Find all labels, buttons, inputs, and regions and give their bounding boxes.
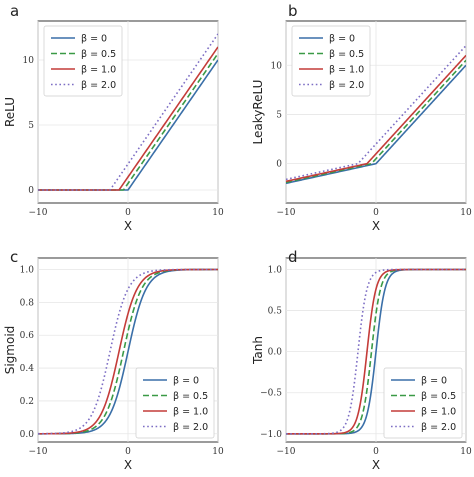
x-tick-label: 10 — [212, 447, 224, 457]
series-line — [286, 268, 466, 435]
x-tick-label: 0 — [373, 447, 379, 457]
y-axis-label: ReLU — [3, 97, 17, 127]
legend-label: β = 0 — [421, 376, 447, 387]
y-tick-label: 1.0 — [268, 266, 283, 276]
legend-label: β = 1.0 — [81, 65, 116, 76]
series-line — [286, 59, 466, 184]
y-tick-label: −1.0 — [260, 430, 282, 440]
legend-label: β = 0.5 — [173, 391, 208, 402]
y-tick-label: 0.0 — [20, 430, 35, 440]
panel-d: −10 0 10 −1.0 −0.5 0.0 0.5 1.0 X Tanh d β = 0 β = 0.… — [251, 248, 472, 472]
legend-label: β = 2.0 — [81, 80, 116, 91]
panel-letter: c — [10, 248, 18, 266]
y-tick-label: 1.0 — [20, 266, 35, 276]
legend-frame — [383, 367, 463, 439]
series-line — [286, 54, 466, 183]
x-tick-label: 0 — [125, 208, 131, 218]
legend: β = 0 β = 0.5 β = 1.0 β = 2.0 — [43, 25, 123, 97]
y-tick-label: 0.8 — [20, 298, 35, 308]
panel-letter: b — [288, 2, 298, 20]
legend-label: β = 2.0 — [329, 80, 364, 91]
x-tick-label: 0 — [125, 447, 131, 457]
y-tick-label: 0.5 — [268, 307, 283, 317]
x-axis-label: X — [124, 219, 132, 233]
legend-frame — [43, 25, 123, 97]
y-tick-label: 0.6 — [20, 331, 35, 341]
legend-label: β = 0 — [329, 34, 355, 45]
x-tick-label: −10 — [29, 208, 48, 218]
legend-frame — [291, 25, 371, 97]
legend-label: β = 1.0 — [329, 65, 364, 76]
y-axis-label: Tanh — [251, 336, 265, 365]
legend-label: β = 0 — [81, 34, 107, 45]
legend: β = 0 β = 0.5 β = 1.0 β = 2.0 — [291, 25, 371, 97]
y-tick-label: 0 — [28, 186, 34, 196]
y-tick-label: −0.5 — [260, 389, 282, 399]
y-tick-label: 5 — [28, 121, 34, 131]
x-tick-label: 10 — [212, 208, 224, 218]
panel-b: −10 0 10 0 5 10 X LeakyReLU b β = 0 β = 0.5 β = 1.0… — [251, 2, 472, 233]
y-tick-label: 0 — [276, 160, 282, 170]
x-tick-label: −10 — [277, 447, 296, 457]
y-tick-label: 10 — [23, 56, 35, 66]
series-line — [286, 45, 466, 181]
y-axis-label: Sigmoid — [3, 326, 17, 375]
x-tick-label: 10 — [460, 447, 472, 457]
x-tick-label: 10 — [460, 208, 472, 218]
legend-label: β = 2.0 — [173, 422, 208, 433]
x-axis-label: X — [372, 458, 380, 472]
series-line — [38, 268, 218, 435]
y-axis-label: LeakyReLU — [251, 80, 265, 145]
y-tick-label: 0.2 — [20, 397, 34, 407]
series-line — [38, 268, 218, 435]
legend-label: β = 1.0 — [173, 407, 208, 418]
y-tick-label: 0.0 — [268, 348, 283, 358]
x-axis-label: X — [124, 458, 132, 472]
panel-letter: d — [288, 248, 298, 266]
y-tick-label: 5 — [276, 110, 282, 120]
y-tick-label: 0.4 — [20, 364, 35, 374]
x-tick-label: −10 — [29, 447, 48, 457]
legend-label: β = 0.5 — [329, 49, 364, 60]
legend-label: β = 0.5 — [81, 49, 116, 60]
legend-label: β = 2.0 — [421, 422, 456, 433]
x-tick-label: 0 — [373, 208, 379, 218]
x-tick-label: −10 — [277, 208, 296, 218]
legend: β = 0 β = 0.5 β = 1.0 β = 2.0 — [383, 367, 463, 439]
series-line — [286, 64, 466, 185]
panel-letter: a — [10, 2, 19, 20]
legend: β = 0 β = 0.5 β = 1.0 β = 2.0 — [135, 367, 215, 439]
panel-a: −10 0 10 0 5 10 X ReLU a β = 0 β = 0.5 β = 1.0 β = 2… — [3, 2, 224, 233]
legend-label: β = 0.5 — [421, 391, 456, 402]
legend-label: β = 0 — [173, 376, 199, 387]
legend-frame — [135, 367, 215, 439]
legend-label: β = 1.0 — [421, 407, 456, 418]
series-line — [38, 33, 218, 191]
x-axis-label: X — [372, 219, 380, 233]
y-tick-label: 10 — [271, 61, 283, 71]
